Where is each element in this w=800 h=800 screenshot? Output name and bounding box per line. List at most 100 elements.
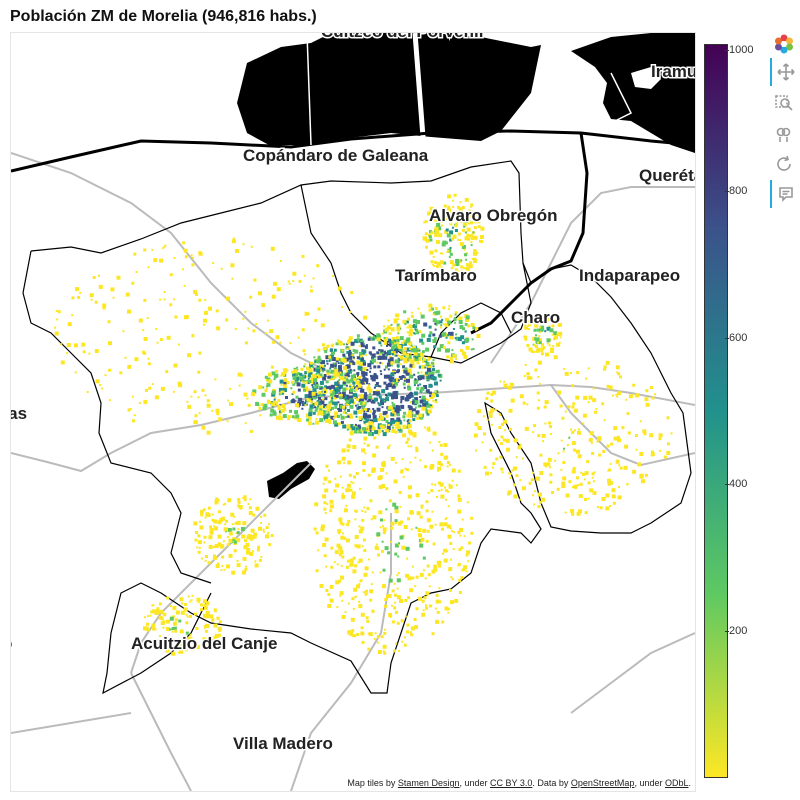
population-cell [425,359,428,362]
population-cell [426,428,429,431]
population-cell [543,462,548,467]
stamen-link[interactable]: Stamen Design [397,778,460,788]
population-cell [276,287,281,292]
population-cell [470,348,473,351]
hover-tool-icon[interactable] [770,180,800,208]
population-cell [446,524,451,529]
population-cell [159,258,163,263]
population-cell [550,349,554,353]
population-cell [339,404,344,409]
population-cell [559,404,563,408]
population-cell [358,361,363,366]
population-cell [104,374,107,377]
population-cell [571,430,575,434]
population-cell [434,399,437,401]
population-cell [301,380,304,383]
population-cell [186,615,189,618]
population-cell [79,291,82,294]
population-cell [333,362,336,365]
pan-tool-icon[interactable] [770,58,800,86]
osm-link[interactable]: OpenStreetMap [570,778,635,788]
population-cell [419,541,422,544]
population-cell [390,604,393,607]
population-cell [391,377,395,381]
population-cell [323,476,328,481]
population-cell [361,430,364,433]
population-cell [359,401,364,406]
ccby-link[interactable]: CC BY 3.0 [490,778,533,788]
population-cell [446,461,450,464]
population-cell [449,357,453,360]
population-cell [536,406,540,410]
population-cell [387,368,390,371]
reset-tool-icon[interactable] [770,150,798,178]
population-cell [365,616,369,620]
box-zoom-tool-icon[interactable] [770,90,798,118]
bokeh-logo-icon[interactable] [770,30,798,58]
population-cell [323,347,327,351]
population-cell [450,558,452,561]
population-cell [537,434,541,438]
population-cell [368,558,371,561]
population-cell [404,367,408,371]
population-cell [458,578,462,582]
population-cell [465,199,468,202]
population-cell [286,381,290,384]
population-cell [231,570,236,575]
population-cell [364,452,367,455]
population-cell [362,377,367,382]
population-cell [341,448,346,453]
population-cell [358,558,363,563]
population-cell [303,388,306,392]
population-cell [349,488,353,492]
population-cell [639,452,644,456]
population-cell [396,574,399,577]
wheel-zoom-tool-icon[interactable] [770,120,798,148]
odbl-link[interactable]: ODbL [664,778,689,788]
population-cell [421,341,425,345]
population-cell [198,251,203,256]
population-cell [346,413,349,416]
population-cell [449,252,453,256]
population-cell [449,331,454,336]
population-cell [377,553,380,557]
population-cell [331,406,334,410]
population-cell [430,361,434,365]
population-cell [343,461,346,464]
population-cell [435,599,440,604]
population-cell [328,469,330,472]
population-cell [403,357,408,362]
population-cell [204,299,207,301]
population-cell [197,370,201,374]
population-cell [562,461,566,464]
population-cell [211,619,214,622]
population-cell [430,213,434,218]
population-cell [412,433,417,438]
population-cell [338,546,343,550]
population-cell [345,394,350,399]
map-canvas[interactable]: Copándaro de Galeana Querétaro Alvaro Ob… [10,32,696,792]
population-cell [376,635,380,639]
population-cell [444,216,449,221]
population-cell [362,405,365,407]
population-cell [513,483,516,487]
population-cell [574,487,577,490]
population-cell [304,381,308,385]
population-cell [457,270,460,273]
population-cell [86,391,89,393]
population-cell [215,309,219,313]
population-cell [203,541,206,544]
population-cell [598,453,602,457]
population-cell [165,639,170,644]
population-cell [390,526,394,530]
population-cell [173,390,176,393]
population-cell [425,606,427,609]
population-cell [152,604,155,607]
population-cell [316,264,320,268]
population-cell [381,406,384,409]
population-cell [422,236,427,241]
population-cell [206,640,210,644]
population-cell [275,369,279,373]
population-cell [435,593,439,597]
population-cell [236,538,241,543]
